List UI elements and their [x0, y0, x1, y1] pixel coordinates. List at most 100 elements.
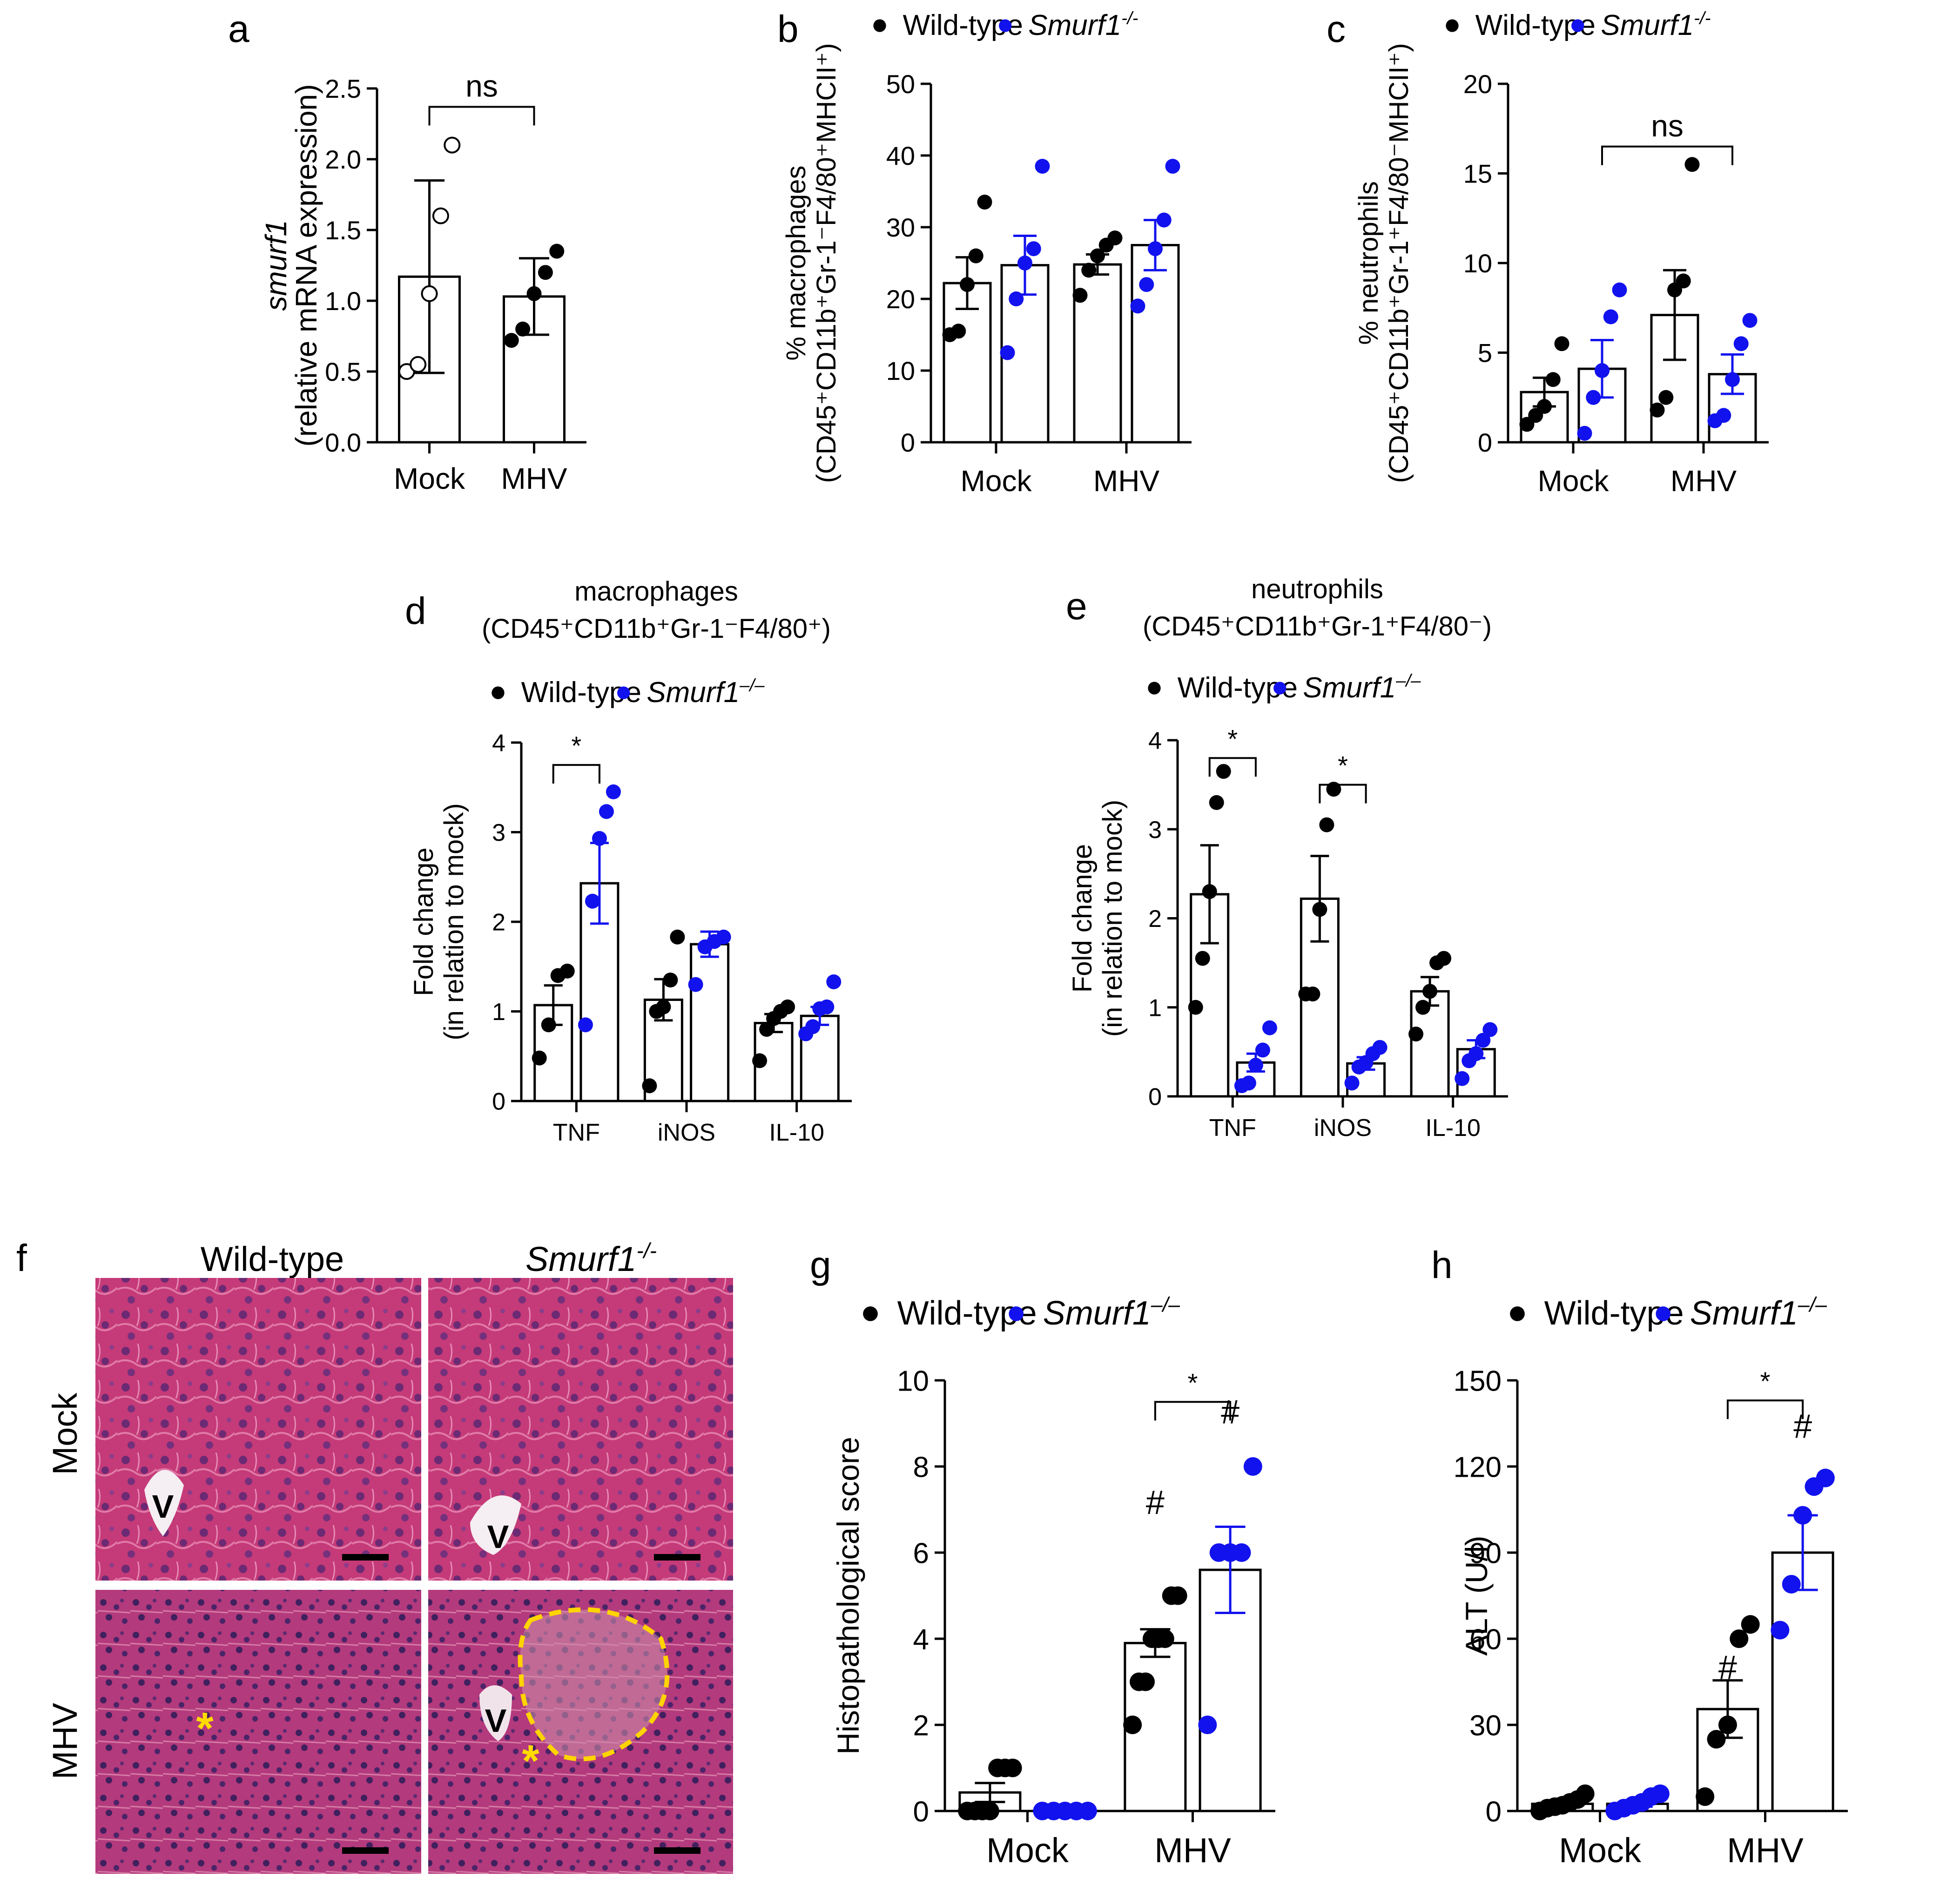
- data-point: [1081, 263, 1097, 278]
- significance-label: *: [1227, 724, 1238, 753]
- legend-dot-wild-type: [492, 686, 505, 699]
- vessel-label: V: [487, 1519, 509, 1555]
- y-tick-label: 1.5: [325, 216, 361, 245]
- y-tick-label: 1: [1148, 994, 1162, 1021]
- legend-dot-smurf1: [1009, 1306, 1024, 1321]
- y-axis-label: % macrophages: [781, 165, 811, 360]
- x-tick-label: IL-10: [1425, 1115, 1481, 1142]
- y-tick-label: 2: [1148, 905, 1162, 932]
- row-label-mock: Mock: [46, 1392, 84, 1475]
- panel-letter: f: [16, 1237, 27, 1279]
- y-tick-label: 2.5: [325, 74, 361, 103]
- significance-bracket: [1208, 757, 1257, 777]
- panel-letter: a: [228, 8, 249, 50]
- y-tick-label: 3: [1148, 817, 1162, 844]
- y-tick-label: 15: [1463, 159, 1492, 189]
- inflammation-star: *: [196, 1703, 214, 1753]
- legend-dot-wild-type: [1446, 19, 1459, 32]
- data-point: [1009, 291, 1024, 306]
- panel-f: f Wild-type Smurf1-/- Mock MHV V V V * *: [16, 1237, 733, 1874]
- legend-dot-wild-type: [863, 1306, 878, 1321]
- column-label-smurf1: Smurf1-/-: [525, 1238, 657, 1278]
- micrograph-wt-mock: [95, 1278, 421, 1581]
- data-point: [1577, 426, 1592, 441]
- legend-dot-wild-type: [1510, 1306, 1525, 1321]
- column-label-wild-type: Wild-type: [201, 1240, 344, 1278]
- legend-dot-smurf1: [617, 686, 630, 699]
- data-point: [1319, 817, 1334, 832]
- data-point: [606, 784, 621, 799]
- vessel-label: V: [152, 1488, 174, 1525]
- y-tick-label: 2: [913, 1710, 929, 1742]
- data-point: [1000, 345, 1015, 360]
- panel-letter: d: [405, 590, 426, 632]
- bar: [690, 943, 730, 1102]
- vessel-lumen: [470, 1495, 521, 1555]
- significance-bracket: [1319, 784, 1367, 804]
- data-point: [1816, 1468, 1835, 1487]
- data-point: [1537, 399, 1552, 414]
- data-point: [1003, 1758, 1022, 1777]
- chart-title: neutrophils: [1251, 574, 1383, 604]
- significance-label: *: [1760, 1366, 1771, 1396]
- data-point: [1595, 363, 1610, 378]
- row-label-mhv: MHV: [46, 1703, 84, 1779]
- data-point: [1468, 1046, 1484, 1061]
- vessel-lumen: [144, 1470, 184, 1536]
- y-tick-label: 2.0: [325, 145, 361, 174]
- y-axis-label: (CD45⁺CD11b⁺Gr-1⁻F4/80⁺MHCII⁺): [811, 43, 842, 483]
- y-axis-label: Fold change: [409, 847, 439, 996]
- data-point: [526, 286, 542, 301]
- data-point: [1741, 1615, 1760, 1634]
- y-tick-label: 60: [1469, 1623, 1502, 1656]
- data-point: [1658, 390, 1674, 405]
- data-point: [1130, 298, 1145, 314]
- inflammation-star: *: [522, 1736, 539, 1786]
- x-tick-label: Mock: [961, 464, 1032, 498]
- y-tick-label: 30: [886, 213, 915, 242]
- y-tick-label: 10: [897, 1365, 929, 1397]
- x-tick-label: MHV: [1093, 464, 1160, 498]
- micrograph-wt-mhv: [95, 1590, 421, 1874]
- data-point: [951, 324, 966, 339]
- y-tick-label: 0: [1486, 1796, 1502, 1828]
- significance-label: *: [1338, 751, 1348, 780]
- data-point: [1696, 1787, 1715, 1806]
- data-point: [559, 963, 575, 979]
- data-point: [410, 356, 427, 373]
- legend-label-smurf1: Smurf1–/–: [1043, 1294, 1180, 1332]
- data-point: [1576, 1784, 1595, 1803]
- x-tick-label: TNF: [1209, 1115, 1256, 1142]
- data-point: [1195, 951, 1210, 966]
- panel-letter: c: [1327, 8, 1346, 50]
- necrosis-outline: [518, 1607, 670, 1762]
- data-point: [980, 1802, 999, 1820]
- data-point: [1650, 1784, 1670, 1803]
- y-tick-label: 30: [1469, 1710, 1502, 1742]
- y-axis-label: smurf1: [259, 220, 293, 311]
- data-point: [819, 999, 835, 1014]
- significance-bracket: [428, 106, 535, 126]
- x-tick-label: Mock: [394, 462, 465, 495]
- x-tick-label: MHV: [1154, 1831, 1231, 1870]
- significance-bracket: [1601, 145, 1733, 165]
- data-point: [805, 1019, 821, 1034]
- panel-letter: h: [1431, 1244, 1453, 1286]
- significance-bracket: [552, 764, 600, 784]
- data-point: [759, 1022, 775, 1037]
- significance-bracket: [1154, 1401, 1232, 1421]
- data-point: [592, 831, 607, 846]
- y-tick-label: 20: [1463, 69, 1492, 99]
- y-tick-label: 1.0: [325, 286, 361, 316]
- data-point: [1202, 884, 1217, 899]
- data-point: [1216, 764, 1231, 779]
- bar: [1131, 244, 1180, 444]
- y-tick-label: 10: [1463, 249, 1492, 278]
- data-point: [1255, 1042, 1270, 1058]
- data-point: [968, 248, 983, 264]
- y-tick-label: 1: [492, 999, 505, 1026]
- y-axis-label: (in relation to mock): [439, 803, 469, 1040]
- data-point: [1554, 336, 1569, 351]
- data-point: [1482, 1022, 1498, 1037]
